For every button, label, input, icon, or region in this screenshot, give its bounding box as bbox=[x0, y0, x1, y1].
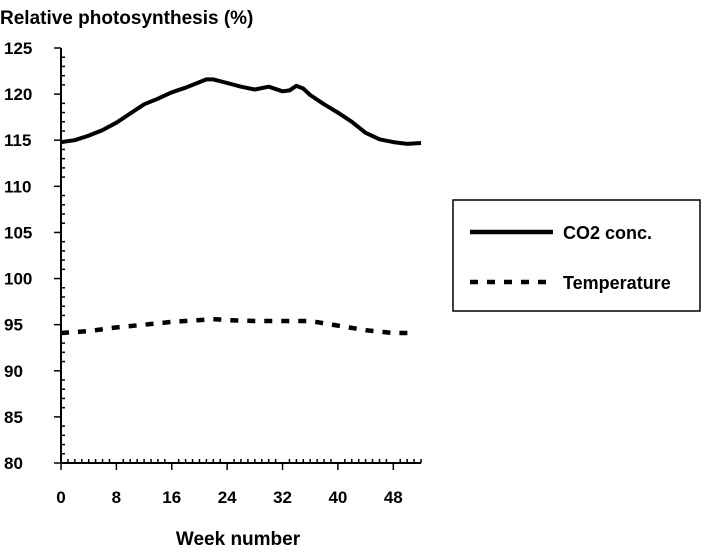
legend-label-temperature: Temperature bbox=[563, 273, 671, 293]
legend-box bbox=[452, 199, 701, 312]
x-tick-label: 48 bbox=[384, 488, 403, 507]
axes bbox=[54, 47, 422, 470]
series-layer bbox=[60, 77, 422, 336]
y-tick-label: 120 bbox=[4, 85, 32, 104]
x-tick-label: 24 bbox=[218, 488, 237, 507]
y-tick-label: 105 bbox=[4, 223, 32, 242]
x-tick-label: 40 bbox=[328, 488, 347, 507]
y-tick-label: 100 bbox=[4, 270, 32, 289]
y-axis-ticks: 80 85 90 95 100 105 110 115 120 125 bbox=[4, 39, 32, 473]
y-tick-label: 80 bbox=[4, 454, 23, 473]
x-tick-label: 8 bbox=[112, 488, 121, 507]
x-tick-label: 32 bbox=[273, 488, 292, 507]
y-tick-label: 90 bbox=[4, 362, 23, 381]
x-tick-label: 0 bbox=[56, 488, 65, 507]
y-tick-label: 115 bbox=[4, 131, 31, 150]
series-line-co2-conc bbox=[60, 77, 422, 146]
x-axis-ticks: 0 8 16 24 32 40 48 bbox=[56, 488, 403, 507]
legend-label-co2: CO2 conc. bbox=[563, 223, 652, 243]
series-line-temperature bbox=[60, 316, 415, 336]
y-tick-label: 110 bbox=[4, 177, 31, 196]
y-tick-label: 95 bbox=[4, 316, 23, 335]
chart-title: Relative photosynthesis (%) bbox=[0, 8, 253, 29]
y-tick-label: 85 bbox=[4, 408, 23, 427]
x-axis-title: Week number bbox=[176, 529, 301, 550]
x-tick-label: 16 bbox=[162, 488, 181, 507]
y-tick-label: 125 bbox=[4, 39, 32, 58]
legend: CO2 conc. Temperature bbox=[452, 199, 701, 312]
